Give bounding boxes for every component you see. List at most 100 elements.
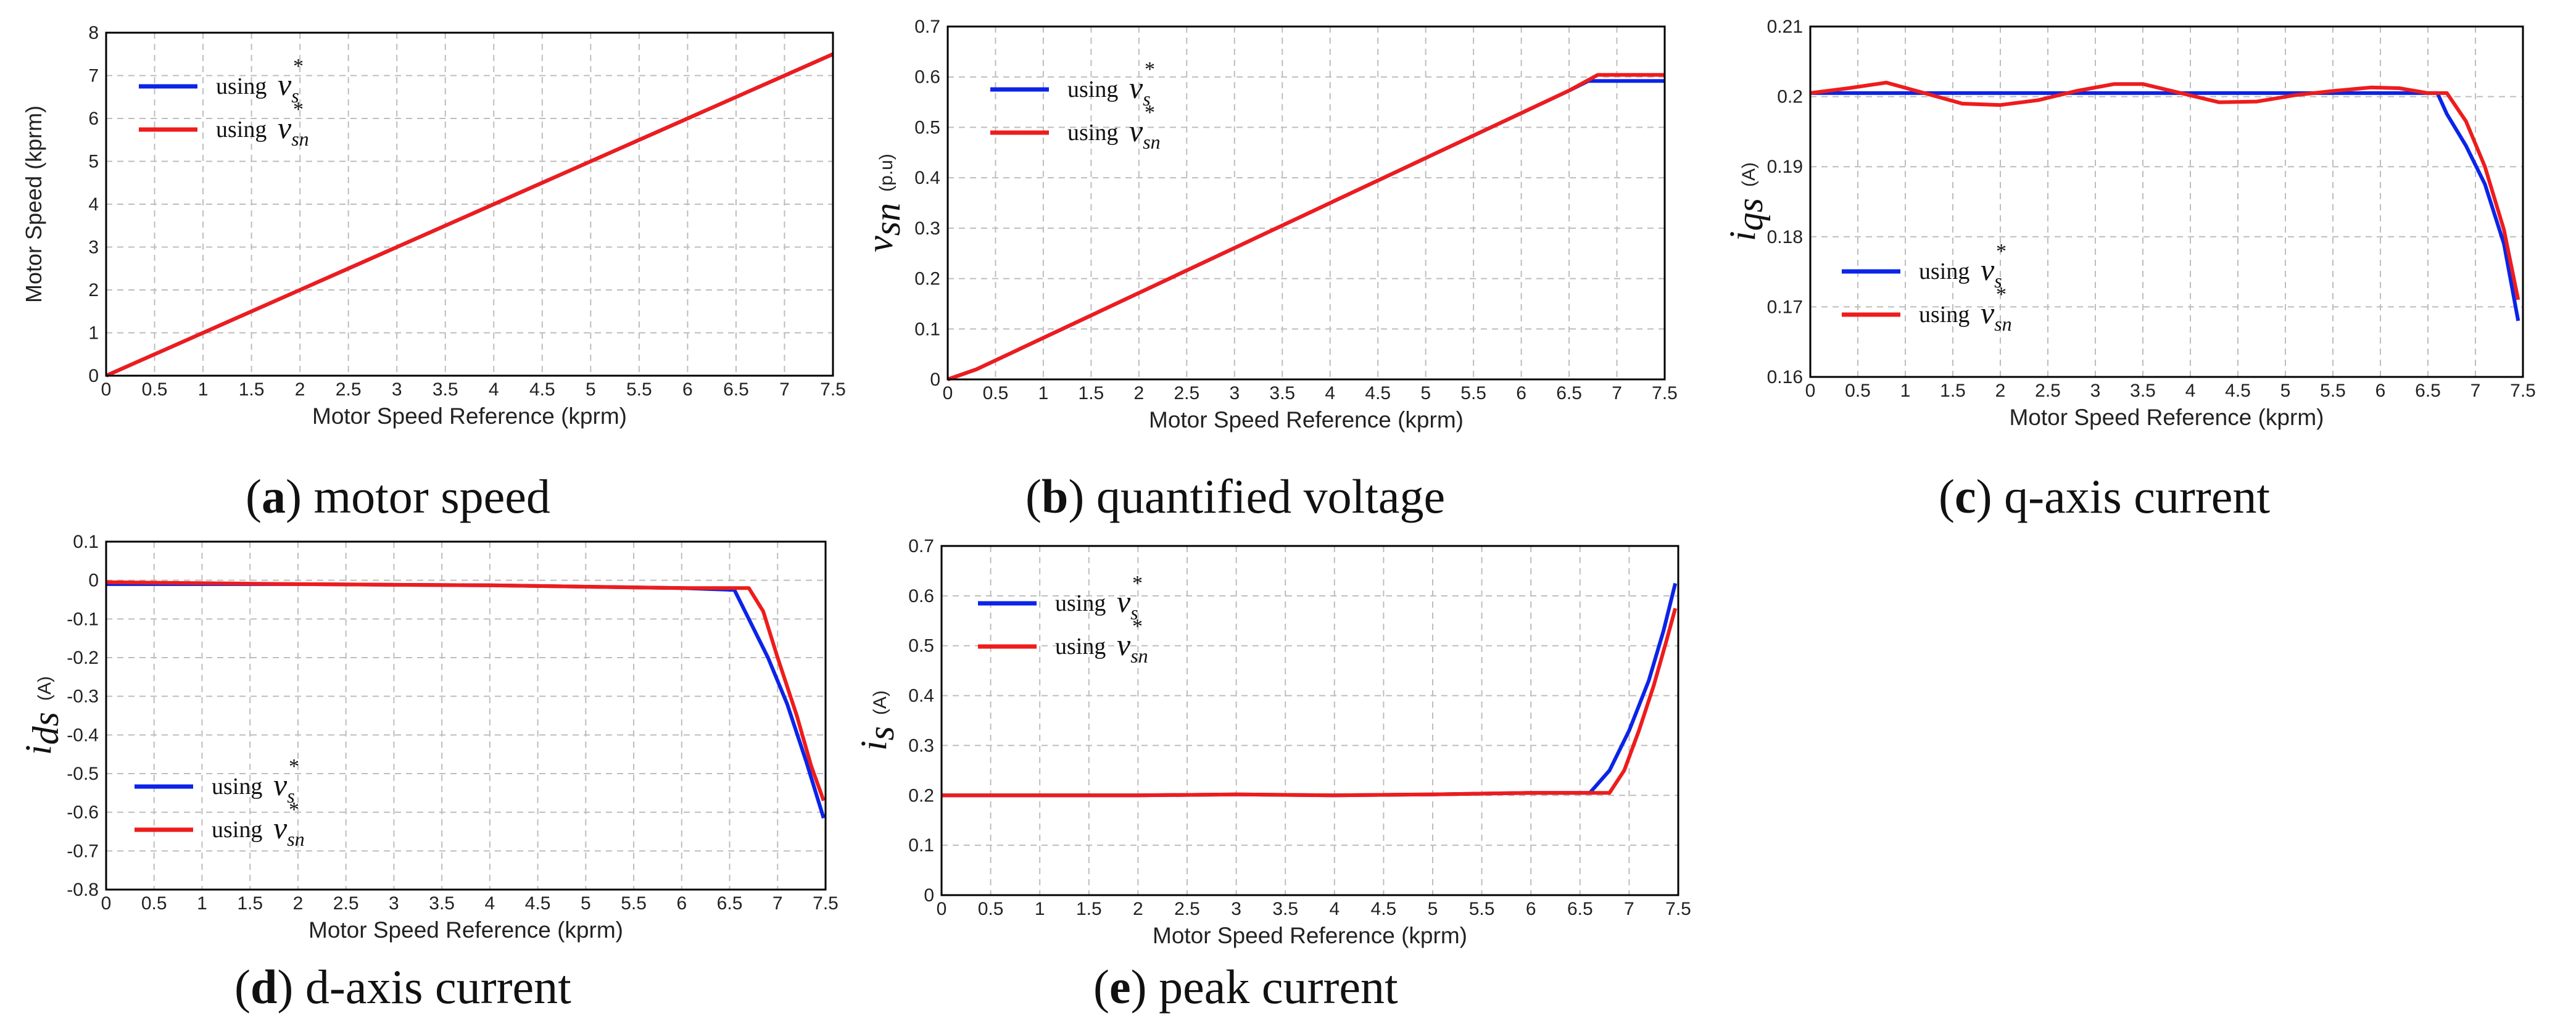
y-tick-label: 0.18	[1767, 227, 1803, 247]
legend-superscript: *	[1132, 615, 1143, 638]
y-tick-label: 3	[88, 238, 99, 258]
caption-d: (d) d-axis current	[234, 960, 571, 1014]
series-line-blue	[1810, 91, 2520, 321]
y-axis-subscript: ds	[25, 712, 66, 745]
legend-symbol-v: v	[273, 767, 288, 802]
x-axis-label: Motor Speed Reference (kprm)	[309, 917, 623, 943]
x-axis-label: Motor Speed Reference (kprm)	[312, 403, 627, 429]
legend-label: using	[1067, 120, 1118, 146]
y-tick-label: -0.3	[67, 687, 99, 707]
legend-symbol-subscript: sn	[1994, 313, 2011, 335]
x-tick-label: 3.5	[433, 379, 458, 400]
y-tick-label: -0.4	[67, 725, 99, 745]
x-tick-label: 0	[101, 379, 112, 400]
x-tick-label: 1.5	[237, 893, 263, 914]
x-tick-label: 6	[2375, 381, 2386, 401]
y-axis-unit: (A)	[870, 690, 890, 715]
x-tick-label: 5	[2280, 381, 2291, 401]
x-tick-label: 0	[101, 893, 112, 914]
legend-symbol-v: v	[278, 110, 292, 145]
x-tick-label: 7.5	[2510, 381, 2536, 401]
y-tick-label: 0.7	[908, 536, 934, 556]
x-tick-label: 5	[1428, 899, 1438, 919]
x-tick-label: 7.5	[1652, 383, 1678, 403]
y-axis-unit: (A)	[35, 676, 55, 701]
x-tick-label: 1	[1038, 383, 1049, 403]
x-tick-label: 6	[1516, 383, 1526, 403]
x-tick-label: 7.5	[820, 379, 846, 400]
y-axis-label: iqs (A)	[1722, 162, 1770, 241]
x-tick-label: 1	[198, 379, 209, 400]
x-tick-label: 2.5	[336, 379, 362, 400]
x-tick-label: 6	[1526, 899, 1536, 919]
x-tick-label: 3	[392, 379, 402, 400]
y-tick-label: 0.1	[908, 835, 934, 856]
y-tick-label: 0.7	[914, 17, 940, 37]
legend-symbol-subscript: sn	[1130, 645, 1148, 667]
x-tick-label: 7	[2470, 381, 2481, 401]
x-tick-label: 3.5	[1269, 383, 1295, 403]
x-tick-label: 1	[1035, 899, 1045, 919]
y-tick-label: 7	[88, 66, 99, 86]
y-axis-subscript: s	[861, 726, 901, 740]
x-tick-label: 4	[1329, 899, 1340, 919]
x-tick-label: 5.5	[2320, 381, 2346, 401]
x-tick-label: 2.5	[1174, 899, 1200, 919]
x-axis-label: Motor Speed Reference (kprm)	[2010, 405, 2324, 430]
chart-e: 0 0.5 1 1.5 2 2.5 3 3.5 4 4.5 5 5.5 6 6.5 7 7.5 0 0.1 0.2 0…	[853, 536, 1691, 948]
caption-a: (a) motor speed	[246, 469, 550, 523]
x-tick-label: 7	[1612, 383, 1622, 403]
y-tick-label: -0.8	[67, 880, 99, 900]
legend-label: using	[1067, 76, 1118, 102]
legend-label: using	[212, 774, 262, 800]
legend-symbol-subscript: s	[1994, 270, 2002, 292]
y-tick-label: 0.16	[1767, 367, 1803, 387]
x-tick-label: 3.5	[2130, 381, 2156, 401]
x-tick-label: 1	[197, 893, 207, 914]
x-tick-label: 7.5	[813, 893, 839, 914]
y-tick-label: -0.6	[67, 803, 99, 823]
legend-symbol-subscript: s	[1130, 601, 1138, 624]
x-tick-label: 0	[943, 383, 953, 403]
x-tick-label: 1.5	[1079, 383, 1104, 403]
legend-superscript: *	[289, 755, 299, 778]
x-tick-label: 5	[586, 379, 596, 400]
y-tick-label: 0	[924, 885, 934, 906]
x-tick-label: 6.5	[1556, 383, 1582, 403]
chart-c: 0 0.5 1 1.5 2 2.5 3 3.5 4 4.5 5 5.5 6 6.5 7 7.5 0.16 0.17…	[1722, 17, 2536, 430]
x-tick-label: 4	[489, 379, 499, 400]
legend-symbol-v: v	[273, 811, 288, 845]
x-tick-label: 3	[1231, 899, 1241, 919]
series-line-red	[942, 608, 1678, 798]
x-tick-label: 2	[1134, 383, 1145, 403]
y-tick-label: 1	[88, 323, 99, 344]
y-tick-label: 0.5	[908, 636, 934, 656]
x-tick-label: 7	[779, 379, 790, 400]
x-tick-label: 6.5	[2415, 381, 2441, 401]
legend-symbol: vsn	[278, 110, 309, 150]
legend-symbol-v: v	[1129, 114, 1143, 148]
legend-superscript: *	[289, 798, 299, 821]
x-tick-label: 3.5	[429, 893, 455, 914]
x-tick-label: 1	[1900, 381, 1911, 401]
x-axis-label: Motor Speed Reference (kprm)	[1153, 923, 1467, 948]
chart-a: 0 0.5 1 1.5 2 2.5 3 3.5 4 4.5 5 5.5 6 6.5 7 7.5 0 1 2 3 4 5 6 7…	[21, 23, 846, 429]
legend-symbol: vsn	[1129, 114, 1161, 153]
legend-symbol: vsn	[1117, 627, 1148, 667]
x-tick-label: 0	[1805, 381, 1816, 401]
y-tick-label: 2	[88, 280, 99, 300]
y-tick-label: 0.3	[908, 735, 934, 756]
x-tick-label: 2	[295, 379, 305, 400]
legend-symbol-v: v	[278, 67, 292, 102]
x-tick-label: 5.5	[621, 893, 647, 914]
y-axis-symbol: v	[859, 236, 900, 252]
chart-b: 0 0.5 1 1.5 2 2.5 3 3.5 4 4.5 5 5.5 6 6.5 7 7.5 0 0.1 0.2 0…	[859, 17, 1678, 432]
x-tick-label: 5	[581, 893, 591, 914]
y-tick-label: 0	[930, 370, 940, 390]
y-axis-subscript: sn	[867, 203, 908, 236]
x-tick-label: 4.5	[2225, 381, 2251, 401]
x-tick-label: 7	[772, 893, 783, 914]
y-axis-symbol: i	[18, 745, 59, 755]
series-line-blue	[947, 79, 1665, 381]
y-tick-label: 5	[88, 152, 99, 172]
